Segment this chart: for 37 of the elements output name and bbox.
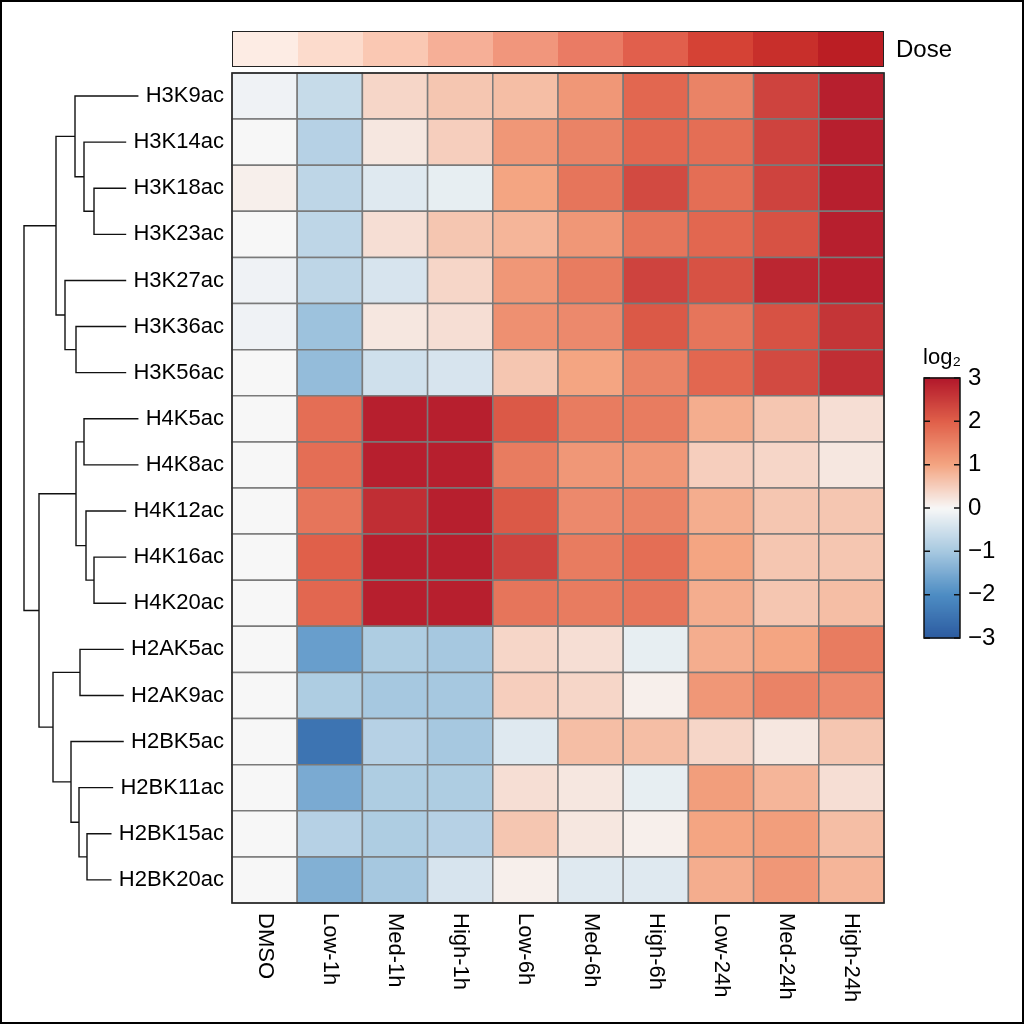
y-tick-label: H2AK9ac xyxy=(131,681,224,707)
x-tick-label: Low-6h xyxy=(514,913,540,986)
color-bar-label: 2 xyxy=(968,405,982,433)
y-tick-label: H3K18ac xyxy=(133,174,224,200)
y-tick-label: H3K27ac xyxy=(133,266,224,292)
color-bar-label: 0 xyxy=(968,492,982,520)
color-bar-label: −3 xyxy=(968,622,996,650)
x-tick-label: High-6h xyxy=(644,913,670,991)
y-tick-label: H4K20ac xyxy=(133,589,224,615)
x-tick-label: High-1h xyxy=(449,913,475,991)
y-tick-label: H2BK11ac xyxy=(120,773,224,799)
x-tick-label: Med-6h xyxy=(579,913,605,988)
y-tick-label: H4K16ac xyxy=(133,543,224,569)
y-tick-label: H4K12ac xyxy=(133,497,224,523)
y-tick-label: H3K14ac xyxy=(133,128,224,154)
y-tick-label: H4K5ac xyxy=(145,404,224,430)
x-tick-label: Med-1h xyxy=(383,913,409,988)
y-tick-label: H3K23ac xyxy=(133,220,224,246)
color-bar-label: 1 xyxy=(968,449,982,477)
y-tick-label: H2BK5ac xyxy=(131,727,224,753)
y-tick-label: H3K56ac xyxy=(133,358,224,384)
x-tick-label: DMSO xyxy=(253,913,279,979)
x-tick-label: Low-1h xyxy=(318,913,344,986)
color-bar-label: 3 xyxy=(968,362,982,390)
y-tick-label: H2BK15ac xyxy=(118,819,224,845)
x-tick-label: Low-24h xyxy=(709,913,735,998)
y-tick-label: H4K8ac xyxy=(145,451,224,477)
x-tick-label: Med-24h xyxy=(775,913,801,1000)
text: Dose xyxy=(896,35,953,62)
y-tick-label: H2BK20ac xyxy=(118,866,224,892)
y-tick-label: H3K9ac xyxy=(145,82,224,108)
y-tick-label: H3K36ac xyxy=(133,312,224,338)
color-bar-label: −1 xyxy=(968,535,996,563)
y-tick-label: H2AK5ac xyxy=(131,635,224,661)
color-bar-label: −2 xyxy=(968,579,996,607)
x-tick-label: High-24h xyxy=(840,913,866,1003)
color-bar-title: log₂ xyxy=(923,344,961,369)
